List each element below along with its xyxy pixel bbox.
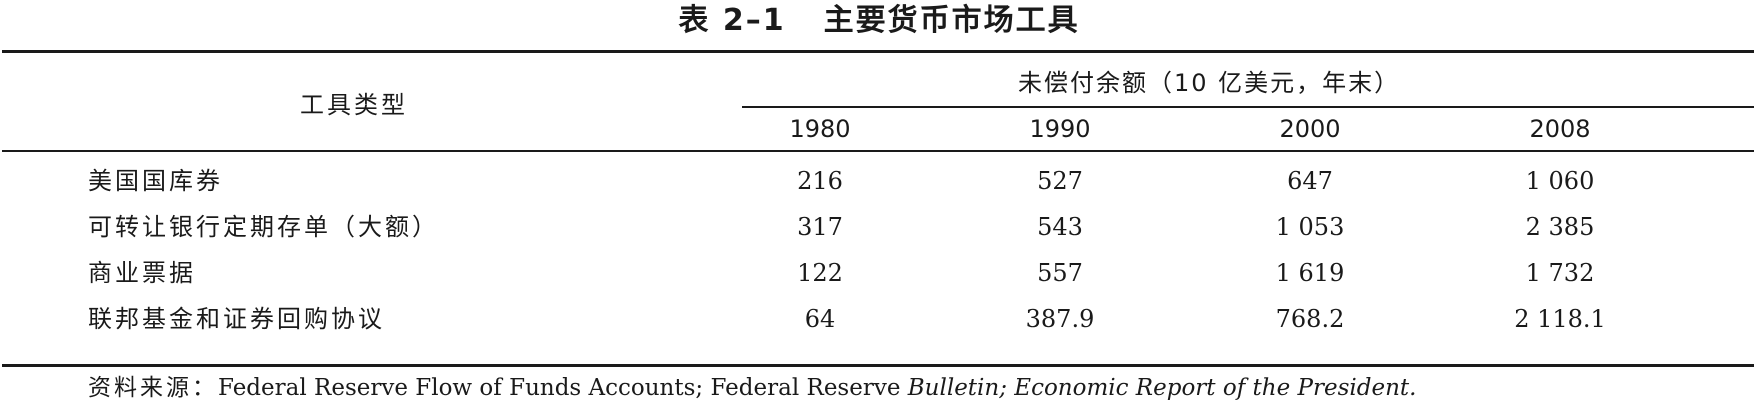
table-cell: 647	[1287, 167, 1333, 195]
table-cell: 768.2	[1275, 305, 1345, 333]
source-label: 资料来源：	[88, 375, 218, 401]
column-header-outstanding: 未偿付余额（10 亿美元，年末）	[1018, 69, 1401, 97]
row-label: 联邦基金和证券回购协议	[88, 305, 385, 333]
table-cell: 1 060	[1525, 167, 1595, 195]
table-top-rule	[2, 50, 1754, 53]
table-cell: 557	[1037, 259, 1083, 287]
table-title: 表 2–1 主要货币市场工具	[0, 2, 1758, 40]
table-number: 表 2–1	[678, 3, 786, 38]
column-header-type: 工具类型	[300, 91, 408, 119]
table-bottom-rule	[2, 364, 1754, 367]
table-cell: 122	[797, 259, 843, 287]
column-header-year: 1980	[789, 115, 851, 143]
table-cell: 2 385	[1525, 213, 1595, 241]
header-bottom-rule	[2, 150, 1754, 152]
table-cell: 387.9	[1025, 305, 1095, 333]
table-cell: 317	[797, 213, 843, 241]
row-label: 美国国库券	[88, 167, 223, 195]
table-cell: 1 732	[1525, 259, 1595, 287]
source-note: 资料来源：Federal Reserve Flow of Funds Accou…	[88, 372, 1416, 404]
table-title-text: 主要货币市场工具	[823, 3, 1080, 38]
table-cell: 64	[804, 305, 836, 333]
row-label: 商业票据	[88, 259, 196, 287]
source-text-italic: Bulletin; Economic Report of the Preside…	[907, 375, 1417, 401]
table-cell: 527	[1037, 167, 1083, 195]
source-text: Federal Reserve Flow of Funds Accounts; …	[218, 375, 908, 401]
column-header-year: 2008	[1529, 115, 1591, 143]
table-cell: 543	[1037, 213, 1083, 241]
table-cell: 1 053	[1275, 213, 1345, 241]
table-cell: 1 619	[1275, 259, 1345, 287]
column-header-year: 1990	[1029, 115, 1091, 143]
table-cell: 2 118.1	[1514, 305, 1606, 333]
row-label: 可转让银行定期存单（大额）	[88, 213, 439, 241]
header-span-rule	[742, 106, 1754, 108]
table-cell: 216	[797, 167, 843, 195]
column-header-year: 2000	[1279, 115, 1341, 143]
